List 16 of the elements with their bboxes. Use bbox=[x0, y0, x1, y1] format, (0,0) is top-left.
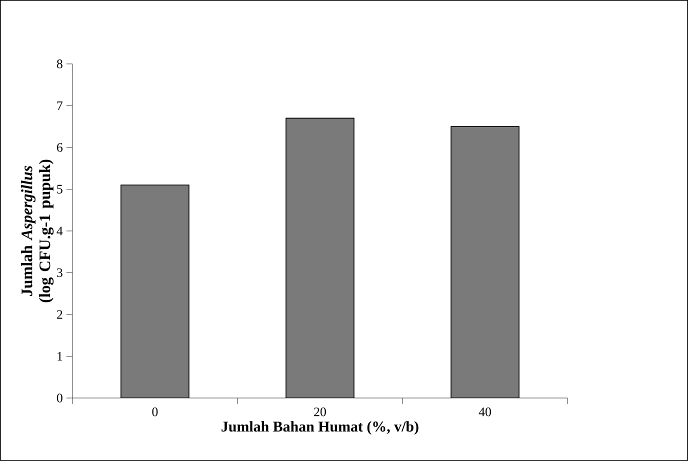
bar bbox=[286, 118, 354, 398]
y-tick-label: 0 bbox=[56, 394, 62, 402]
y-tick-label: 3 bbox=[57, 268, 62, 278]
y-tick-label: 1 bbox=[58, 352, 62, 361]
y-tick-label: 4 bbox=[56, 226, 63, 236]
x-tick-label: 20 bbox=[314, 408, 326, 416]
y-tick-label: 5 bbox=[57, 184, 62, 194]
bar bbox=[450, 126, 520, 398]
y-tick-label: 7 bbox=[57, 101, 63, 110]
x-axis-title: Jumlah Bahan Humat (%, v/b) bbox=[222, 421, 418, 435]
x-tick-label: 40 bbox=[478, 408, 492, 416]
bar bbox=[120, 184, 190, 398]
y-tick-label: 2 bbox=[56, 310, 62, 319]
y-tick-label: 8 bbox=[56, 60, 62, 68]
x-tick-label: 0 bbox=[152, 408, 158, 416]
y-tick-label: 6 bbox=[56, 143, 63, 152]
